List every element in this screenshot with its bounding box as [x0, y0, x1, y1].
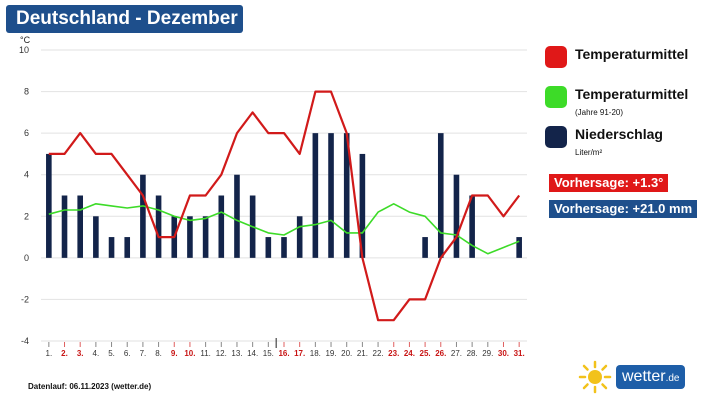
y-tick-label: 10: [19, 45, 29, 55]
precip-bar: [312, 133, 319, 258]
temp-line: [48, 90, 521, 322]
legend-precip: Niederschlag Liter/m²: [545, 126, 663, 161]
x-tick-label: 27.: [451, 349, 462, 358]
x-tick-label: 23.: [388, 349, 399, 358]
x-tick-label: 11.: [200, 349, 211, 358]
x-tick-label: 2.: [61, 349, 68, 358]
x-tick-label: 25.: [420, 349, 431, 358]
y-tick-label: 8: [24, 87, 29, 97]
legend-precip-swatch: [545, 126, 567, 148]
normal-temp-line: [48, 203, 520, 255]
data-run-note: Datenlauf: 06.11.2023 (wetter.de): [28, 382, 152, 391]
x-tick-label: 12.: [216, 349, 227, 358]
precip-bar: [453, 174, 460, 258]
x-tick-label: 31.: [514, 349, 525, 358]
logo-suffix: .de: [665, 373, 680, 384]
legend-temp: Temperaturmittel: [545, 46, 688, 68]
precip-bar: [46, 153, 52, 258]
x-tick-label: 16.: [278, 349, 289, 358]
y-tick-label: 6: [24, 128, 29, 138]
forecast-temp-badge: Vorhersage: +1.3°: [549, 174, 669, 192]
chart-title: Deutschland - Dezember: [6, 5, 243, 33]
precip-bar: [296, 216, 303, 258]
x-tick-label: 18.: [310, 349, 321, 358]
x-tick-label: 20.: [341, 349, 352, 358]
precip-bar: [281, 237, 287, 258]
legend-normal-label: Temperaturmittel: [575, 86, 689, 102]
precip-bar: [469, 195, 475, 258]
legend-temp-label: Temperaturmittel: [575, 46, 689, 62]
x-tick-label: 4.: [93, 349, 100, 358]
x-tick-label: 8.: [155, 349, 162, 358]
x-tick-label: 15.: [263, 349, 274, 358]
x-tick-label: 24.: [404, 349, 415, 358]
precip-bar: [516, 237, 522, 258]
precip-bar: [61, 195, 68, 258]
x-tick-label: 13.: [231, 349, 242, 358]
precip-bar: [328, 133, 334, 258]
precip-bar: [140, 174, 146, 258]
precip-bar: [359, 153, 366, 258]
x-tick-label: 26.: [435, 349, 446, 358]
legend-precip-label: Niederschlag: [575, 126, 663, 142]
precip-bar: [108, 237, 115, 258]
precip-bar: [202, 216, 209, 258]
x-tick-label: 30.: [498, 349, 509, 358]
precip-bar: [234, 174, 240, 258]
y-tick-label: -4: [21, 336, 29, 346]
x-tick-label: 19.: [325, 349, 336, 358]
legend-normal-sub: (Jahre 91-20): [575, 108, 624, 117]
y-tick-label: 2: [24, 211, 29, 221]
legend-precip-sub: Liter/m²: [575, 148, 603, 157]
precip-bar: [437, 133, 444, 258]
precip-bar: [343, 133, 350, 258]
x-tick-label: 29.: [482, 349, 493, 358]
legend-normal: Temperaturmittel (Jahre 91-20): [545, 86, 688, 121]
x-tick-label: 9.: [171, 349, 178, 358]
precip-bar: [155, 195, 162, 258]
wetter-logo[interactable]: wetter.de: [578, 360, 696, 394]
x-tick-label: 7.: [140, 349, 147, 358]
sun-icon: [578, 360, 612, 394]
x-tick-label: 6.: [124, 349, 131, 358]
precip-bar: [265, 237, 272, 258]
y-tick-label: 0: [24, 253, 29, 263]
x-tick-label: 14.: [247, 349, 258, 358]
x-tick-label: 28.: [467, 349, 478, 358]
unit-label: °C: [20, 35, 31, 45]
x-tick-label: 21.: [357, 349, 368, 358]
precip-bar: [422, 237, 428, 258]
forecast-precip-badge: Vorhersage: +21.0 mm: [549, 200, 698, 218]
precip-bar: [187, 216, 193, 258]
x-tick-label: 5.: [108, 349, 115, 358]
precip-bar: [124, 237, 131, 258]
precip-bar: [93, 216, 99, 258]
x-tick-label: 3.: [77, 349, 84, 358]
logo-text: wetter: [622, 368, 666, 385]
y-tick-label: -2: [21, 294, 29, 304]
x-tick-label: 22.: [373, 349, 384, 358]
x-tick-label: 10.: [184, 349, 195, 358]
x-tick-label: 1.: [46, 349, 53, 358]
x-tick-label: 17.: [294, 349, 305, 358]
legend-normal-swatch: [545, 86, 567, 108]
legend-temp-swatch: [545, 46, 567, 68]
y-tick-label: 4: [24, 170, 29, 180]
precip-bar: [218, 195, 225, 258]
precip-bar: [77, 195, 83, 258]
